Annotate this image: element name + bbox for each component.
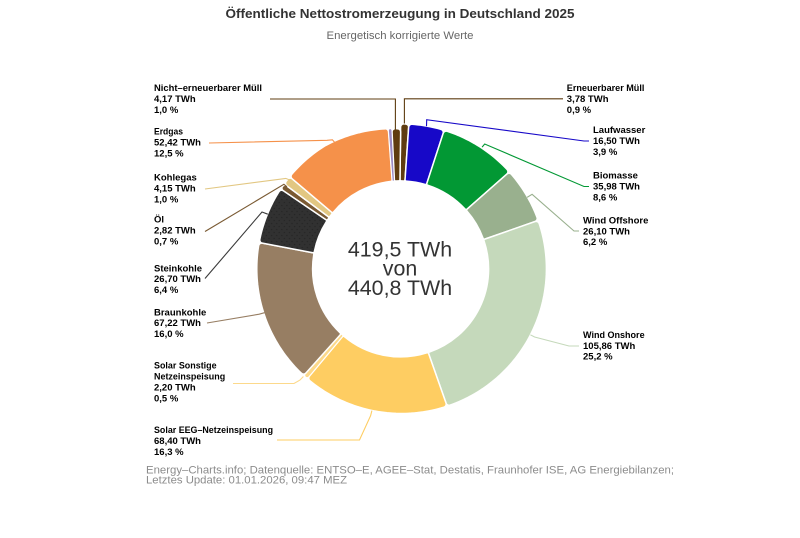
svg-text:419,5 TWh: 419,5 TWh — [348, 238, 452, 262]
svg-text:3,78 TWh: 3,78 TWh — [567, 94, 609, 105]
svg-text:von: von — [383, 257, 418, 281]
svg-text:Letztes Update: 01.01.2026, 09: Letztes Update: 01.01.2026, 09:47 MEZ — [146, 474, 348, 486]
svg-text:0,5 %: 0,5 % — [154, 393, 179, 404]
svg-text:2,82 TWh: 2,82 TWh — [154, 225, 196, 236]
svg-text:Energy–Charts.info; Datenquell: Energy–Charts.info; Datenquelle: ENTSO–E… — [146, 464, 674, 476]
svg-text:4,17 TWh: 4,17 TWh — [154, 94, 196, 105]
svg-text:67,22 TWh: 67,22 TWh — [154, 318, 201, 329]
svg-text:8,6 %: 8,6 % — [593, 192, 618, 203]
svg-text:440,8 TWh: 440,8 TWh — [348, 276, 452, 300]
svg-text:Öffentliche Nettostromerzeugun: Öffentliche Nettostromerzeugung in Deuts… — [226, 6, 575, 21]
svg-text:35,98 TWh: 35,98 TWh — [593, 182, 640, 193]
svg-text:1,0 %: 1,0 % — [154, 105, 179, 116]
svg-text:Biomasse: Biomasse — [593, 171, 638, 182]
svg-text:Steinkohle: Steinkohle — [154, 263, 202, 274]
svg-text:Laufwasser: Laufwasser — [593, 125, 646, 136]
svg-text:Wind Offshore: Wind Offshore — [583, 215, 648, 226]
svg-text:Kohlegas: Kohlegas — [154, 173, 197, 184]
svg-text:16,0 %: 16,0 % — [154, 329, 184, 340]
svg-text:52,42 TWh: 52,42 TWh — [154, 138, 201, 149]
svg-text:12,5 %: 12,5 % — [154, 148, 184, 159]
svg-text:3,9 %: 3,9 % — [593, 147, 618, 158]
svg-text:1,0 %: 1,0 % — [154, 194, 179, 205]
svg-text:0,7 %: 0,7 % — [154, 236, 179, 247]
svg-text:2,20 TWh: 2,20 TWh — [154, 383, 196, 394]
svg-text:Wind Onshore: Wind Onshore — [583, 330, 645, 341]
svg-text:16,3 %: 16,3 % — [154, 447, 184, 458]
svg-text:6,4 %: 6,4 % — [154, 285, 179, 296]
svg-text:Braunkohle: Braunkohle — [154, 307, 206, 318]
svg-text:6,2 %: 6,2 % — [583, 237, 608, 248]
svg-text:Nicht–erneuerbarer Müll: Nicht–erneuerbarer Müll — [154, 83, 262, 94]
svg-text:Erneuerbarer Müll: Erneuerbarer Müll — [567, 83, 645, 94]
svg-text:0,9 %: 0,9 % — [567, 105, 592, 116]
svg-text:Energetisch korrigierte Werte: Energetisch korrigierte Werte — [327, 30, 474, 42]
svg-text:105,86 TWh: 105,86 TWh — [583, 341, 635, 352]
svg-text:Solar Sonstige: Solar Sonstige — [154, 361, 217, 372]
svg-text:Solar EEG–Netzeinspeisung: Solar EEG–Netzeinspeisung — [154, 425, 273, 436]
svg-text:25,2 %: 25,2 % — [583, 352, 613, 363]
svg-text:Erdgas: Erdgas — [154, 127, 183, 138]
svg-text:Netzeinspeisung: Netzeinspeisung — [154, 372, 225, 383]
svg-text:26,10 TWh: 26,10 TWh — [583, 226, 630, 237]
svg-text:26,70 TWh: 26,70 TWh — [154, 274, 201, 285]
svg-text:68,40 TWh: 68,40 TWh — [154, 436, 201, 447]
svg-text:16,50 TWh: 16,50 TWh — [593, 136, 640, 147]
svg-text:4,15 TWh: 4,15 TWh — [154, 183, 196, 194]
svg-text:Öl: Öl — [154, 215, 164, 226]
